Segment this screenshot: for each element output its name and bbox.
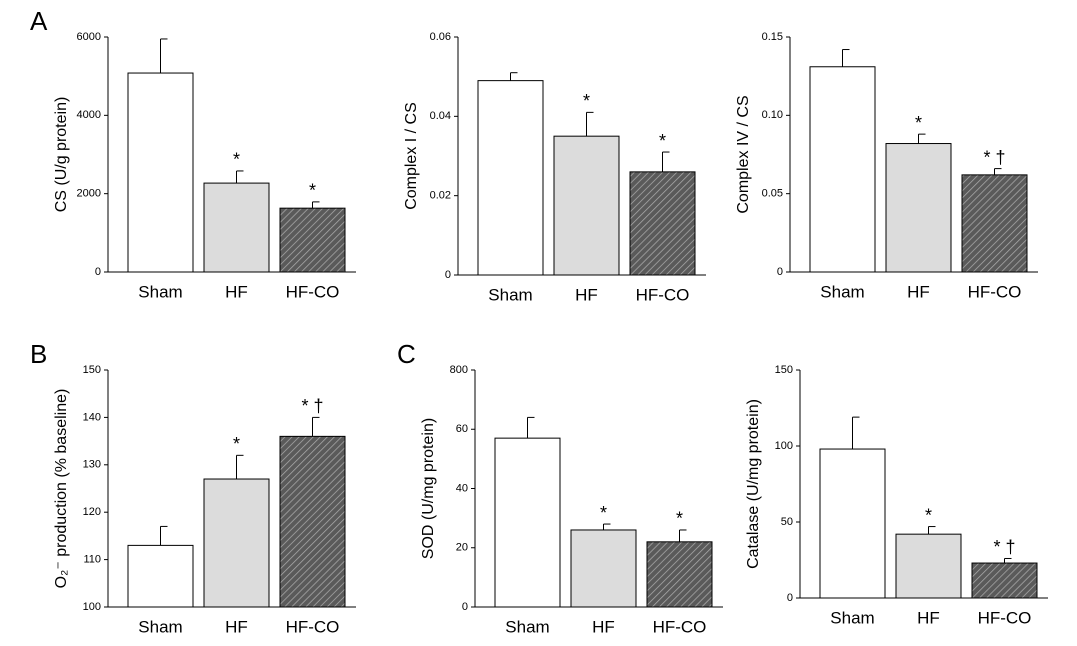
y-tick-label: 0.02 bbox=[430, 190, 451, 202]
y-tick-label: 0.06 bbox=[430, 31, 451, 43]
bar bbox=[553, 135, 620, 276]
bar bbox=[885, 143, 952, 273]
x-tick-label: Sham bbox=[820, 282, 864, 301]
y-tick-label: 0 bbox=[787, 592, 793, 604]
significance-mark: * bbox=[925, 505, 932, 525]
bar bbox=[494, 437, 561, 608]
y-tick-label: 6000 bbox=[77, 31, 101, 43]
bar bbox=[629, 171, 696, 276]
y-tick-label: 120 bbox=[83, 506, 101, 518]
bar bbox=[646, 541, 713, 608]
panel-label: B bbox=[30, 339, 47, 369]
y-tick-label: 60 bbox=[456, 423, 468, 435]
y-axis-label: Complex IV / CS bbox=[735, 95, 752, 213]
x-tick-label: Sham bbox=[138, 282, 182, 301]
significance-mark: * † bbox=[301, 396, 323, 416]
significance-mark: * bbox=[583, 91, 590, 111]
y-tick-label: 40 bbox=[456, 482, 468, 494]
significance-mark: * bbox=[233, 150, 240, 170]
x-tick-label: HF bbox=[225, 617, 248, 636]
significance-mark: * bbox=[600, 503, 607, 523]
y-tick-label: 0.05 bbox=[762, 188, 783, 200]
y-axis-label: Catalase (U/mg protein) bbox=[745, 399, 762, 569]
y-tick-label: 4000 bbox=[77, 109, 101, 121]
bar bbox=[279, 207, 346, 273]
y-tick-label: 800 bbox=[450, 364, 468, 376]
bar bbox=[809, 66, 876, 273]
y-tick-label: 150 bbox=[775, 364, 793, 376]
x-tick-label: Sham bbox=[830, 608, 874, 627]
y-tick-label: 130 bbox=[83, 459, 101, 471]
x-tick-label: Sham bbox=[505, 617, 549, 636]
y-tick-label: 0 bbox=[462, 601, 468, 613]
y-axis-label: SOD (U/mg protein) bbox=[420, 418, 437, 559]
significance-mark: * † bbox=[993, 537, 1015, 557]
x-tick-label: HF-CO bbox=[636, 285, 690, 304]
x-tick-label: HF-CO bbox=[286, 282, 340, 301]
y-tick-label: 0.15 bbox=[762, 31, 783, 43]
y-tick-label: 150 bbox=[83, 364, 101, 376]
significance-mark: * † bbox=[983, 147, 1005, 167]
y-axis-label: CS (U/g protein) bbox=[53, 97, 70, 213]
y-tick-label: 0 bbox=[445, 269, 451, 281]
significance-mark: * bbox=[659, 131, 666, 151]
y-tick-label: 110 bbox=[83, 554, 101, 566]
x-tick-label: HF bbox=[907, 282, 930, 301]
y-tick-label: 0.10 bbox=[762, 109, 783, 121]
y-tick-label: 100 bbox=[775, 440, 793, 452]
x-tick-label: Sham bbox=[138, 617, 182, 636]
y-tick-label: 0 bbox=[777, 266, 783, 278]
y-tick-label: 0 bbox=[95, 266, 101, 278]
significance-mark: * bbox=[676, 509, 683, 529]
bar bbox=[203, 182, 270, 273]
bar bbox=[819, 448, 886, 599]
x-tick-label: HF-CO bbox=[286, 617, 340, 636]
y-tick-label: 140 bbox=[83, 411, 101, 423]
bar bbox=[477, 80, 544, 276]
bar bbox=[895, 533, 962, 599]
y-tick-label: 100 bbox=[83, 601, 101, 613]
bar bbox=[279, 435, 346, 608]
y-tick-label: 2000 bbox=[77, 188, 101, 200]
x-tick-label: HF-CO bbox=[968, 282, 1022, 301]
y-tick-label: 20 bbox=[456, 542, 468, 554]
y-tick-label: 0.04 bbox=[430, 110, 451, 122]
x-tick-label: HF bbox=[225, 282, 248, 301]
x-tick-label: Sham bbox=[488, 285, 532, 304]
panel-label: A bbox=[30, 6, 48, 36]
y-tick-label: 50 bbox=[781, 516, 793, 528]
y-axis-label: O₂⁻ production (% baseline) bbox=[53, 389, 70, 589]
x-tick-label: HF bbox=[592, 617, 615, 636]
x-tick-label: HF bbox=[575, 285, 598, 304]
bar bbox=[127, 544, 194, 608]
bar bbox=[570, 529, 637, 608]
significance-mark: * bbox=[309, 181, 316, 201]
bar bbox=[971, 562, 1038, 599]
significance-mark: * bbox=[915, 113, 922, 133]
significance-mark: * bbox=[233, 434, 240, 454]
bar bbox=[203, 478, 270, 608]
x-tick-label: HF-CO bbox=[653, 617, 707, 636]
bar bbox=[961, 174, 1028, 273]
x-tick-label: HF bbox=[917, 608, 940, 627]
y-axis-label: Complex I / CS bbox=[403, 102, 420, 210]
x-tick-label: HF-CO bbox=[978, 608, 1032, 627]
bar bbox=[127, 72, 194, 273]
panel-label: C bbox=[397, 339, 416, 369]
